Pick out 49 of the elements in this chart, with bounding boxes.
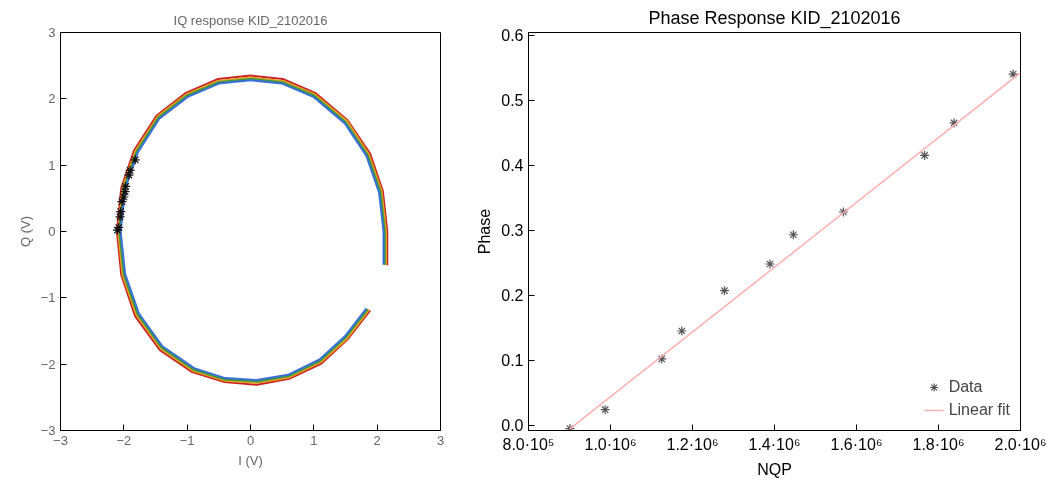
x-tick-label: 0 [246, 432, 255, 448]
legend-label: Linear fit [948, 401, 1010, 419]
point [125, 165, 136, 176]
y-tick-label: 2 [48, 91, 56, 107]
y-tick-label: 0.1 [501, 352, 524, 370]
point [656, 353, 667, 365]
y-tick-label: 0.5 [501, 92, 524, 110]
y-tick-label: −1 [40, 290, 56, 306]
point [130, 154, 141, 165]
y-tick-label: 0.6 [501, 27, 524, 45]
point [919, 150, 930, 161]
x-tick-label: −2 [116, 432, 132, 448]
point [600, 404, 611, 415]
point [1008, 69, 1019, 80]
x-axis-title: NQP [757, 460, 792, 478]
point [116, 196, 128, 207]
x-tick-label: 1.6·10⁶ [830, 435, 883, 453]
y-tick-label: 0.4 [501, 157, 524, 175]
y-tick-label: 3 [48, 25, 56, 40]
point [123, 170, 134, 181]
chart-title: Phase Response KID_2102016 [648, 7, 901, 29]
point [676, 325, 687, 337]
y-tick-label: 0.2 [501, 287, 524, 305]
y-axis-title: Phase [476, 208, 494, 255]
point [115, 206, 126, 217]
y-tick-label: 0.0 [501, 417, 524, 435]
y-axis-title: Q (V) [17, 215, 33, 248]
x-tick-label: 3 [436, 432, 445, 448]
x-axis-title: I (V) [238, 452, 263, 468]
x-tick-label: 2 [373, 432, 381, 448]
x-tick-label: 8.0·10⁵ [502, 435, 555, 453]
x-tick-label: −1 [179, 432, 195, 448]
point [788, 229, 799, 240]
y-tick-label: −2 [40, 356, 56, 372]
y-tick-label: 1 [48, 157, 56, 173]
point [838, 206, 849, 218]
point [764, 258, 776, 270]
x-tick-label: 1.2·10⁶ [666, 435, 719, 453]
x-tick-label: 1.4·10⁶ [748, 435, 801, 453]
legend-label: Data [948, 378, 983, 396]
y-tick-label: 0.3 [501, 222, 524, 240]
x-tick-label: 1.0·10⁶ [584, 435, 637, 453]
y-tick-label: 0 [48, 224, 56, 239]
x-tick-label: 2.0·10⁶ [994, 435, 1047, 453]
point [948, 117, 960, 128]
chart-title: IQ response KID_2102016 [173, 12, 328, 28]
point [719, 285, 730, 296]
x-tick-label: 1.8·10⁶ [912, 435, 965, 453]
x-tick-label: 1 [310, 432, 318, 448]
